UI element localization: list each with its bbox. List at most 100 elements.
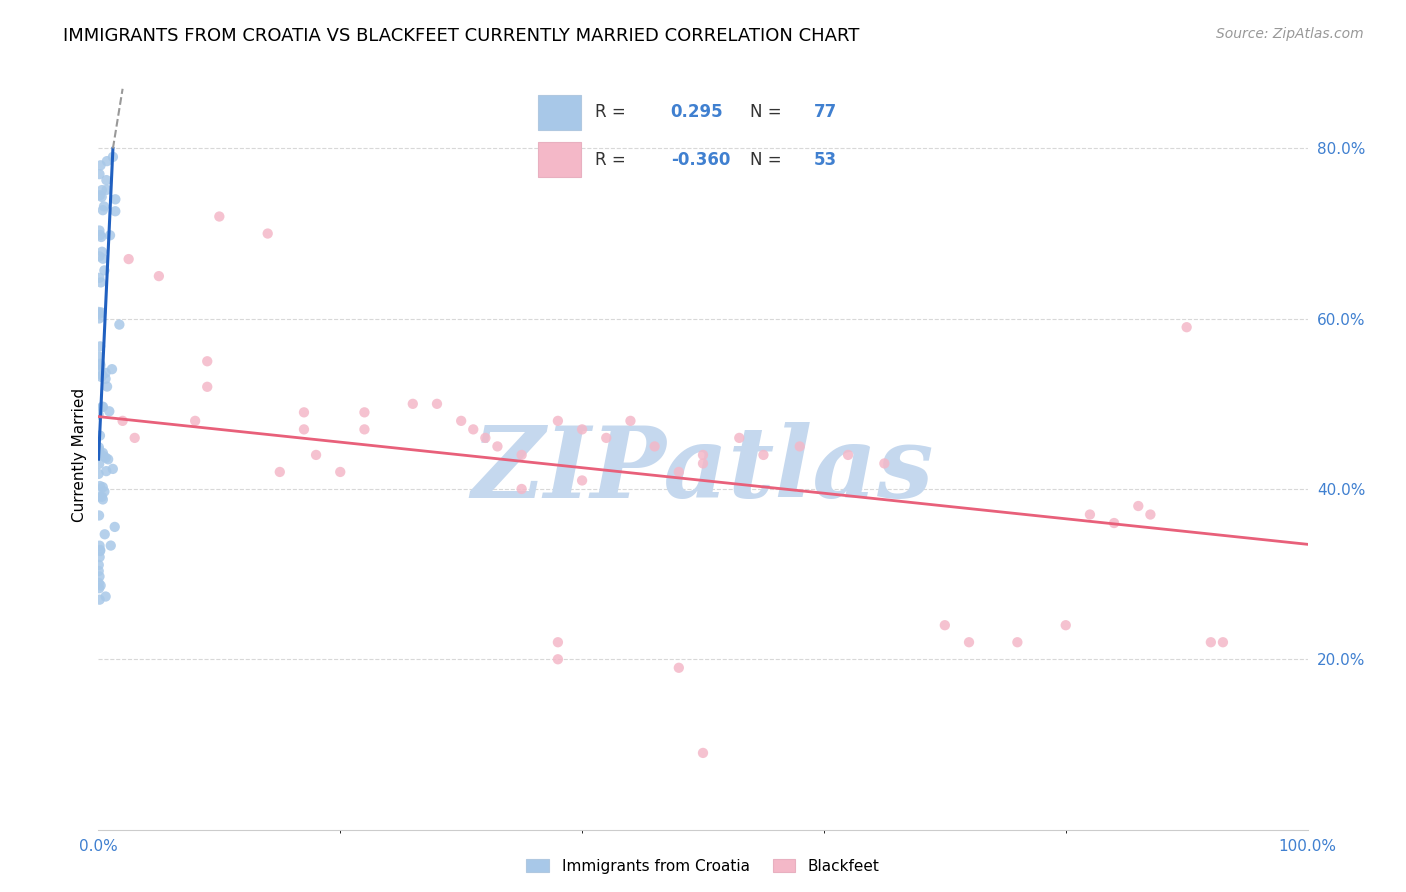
Point bbox=[89, 543, 111, 558]
Point bbox=[89, 443, 111, 458]
Point bbox=[87, 576, 110, 591]
Point bbox=[96, 154, 118, 169]
Point bbox=[450, 414, 472, 428]
Point bbox=[93, 199, 115, 213]
Point bbox=[547, 652, 569, 666]
Point bbox=[93, 263, 115, 277]
Point bbox=[547, 635, 569, 649]
Point bbox=[91, 203, 114, 218]
Point bbox=[1175, 320, 1198, 334]
Point bbox=[111, 414, 134, 428]
Point bbox=[96, 173, 118, 187]
Y-axis label: Currently Married: Currently Married bbox=[72, 388, 87, 522]
Point bbox=[184, 414, 207, 428]
Point bbox=[89, 457, 111, 471]
Point bbox=[89, 428, 111, 442]
Point bbox=[87, 564, 110, 578]
Point bbox=[104, 204, 127, 219]
Point bbox=[104, 192, 127, 206]
Point bbox=[89, 188, 111, 202]
Point bbox=[94, 372, 117, 386]
Point bbox=[91, 368, 114, 383]
Point bbox=[90, 230, 112, 244]
Point bbox=[752, 448, 775, 462]
Point bbox=[1212, 635, 1234, 649]
Point bbox=[571, 474, 593, 488]
Point bbox=[87, 305, 110, 319]
Point bbox=[89, 357, 111, 371]
Point bbox=[93, 484, 115, 499]
Point bbox=[98, 404, 121, 418]
Point bbox=[426, 397, 449, 411]
Point bbox=[547, 414, 569, 428]
Point bbox=[101, 362, 124, 376]
Point bbox=[89, 581, 111, 595]
Point bbox=[90, 276, 112, 290]
Point bbox=[89, 227, 111, 242]
Point bbox=[619, 414, 641, 428]
Text: 53: 53 bbox=[814, 151, 837, 169]
Point bbox=[90, 578, 112, 592]
Point bbox=[90, 158, 112, 172]
Point bbox=[98, 228, 121, 243]
Point bbox=[96, 464, 118, 478]
Point bbox=[89, 592, 111, 607]
Point bbox=[402, 397, 425, 411]
Point bbox=[91, 400, 114, 414]
Point bbox=[90, 305, 112, 319]
Point bbox=[100, 539, 122, 553]
Text: -0.360: -0.360 bbox=[671, 151, 730, 169]
Text: Source: ZipAtlas.com: Source: ZipAtlas.com bbox=[1216, 27, 1364, 41]
Point bbox=[104, 520, 127, 534]
Point bbox=[353, 422, 375, 436]
Point bbox=[873, 457, 896, 471]
Point bbox=[510, 482, 533, 496]
Point bbox=[353, 405, 375, 419]
Text: 77: 77 bbox=[814, 103, 838, 121]
Point bbox=[1139, 508, 1161, 522]
Point bbox=[1078, 508, 1101, 522]
Point bbox=[89, 544, 111, 558]
Point bbox=[692, 746, 714, 760]
Point bbox=[486, 439, 509, 453]
Point bbox=[195, 354, 218, 368]
Point bbox=[89, 249, 111, 263]
Point bbox=[305, 448, 328, 462]
FancyBboxPatch shape bbox=[538, 95, 581, 130]
Point bbox=[89, 359, 111, 373]
Point bbox=[510, 448, 533, 462]
Point bbox=[96, 183, 118, 197]
Point bbox=[89, 550, 111, 565]
Point bbox=[90, 183, 112, 197]
Point bbox=[329, 465, 352, 479]
Point bbox=[124, 431, 146, 445]
Text: IMMIGRANTS FROM CROATIA VS BLACKFEET CURRENTLY MARRIED CORRELATION CHART: IMMIGRANTS FROM CROATIA VS BLACKFEET CUR… bbox=[63, 27, 859, 45]
Point bbox=[118, 252, 141, 266]
Point bbox=[269, 465, 291, 479]
Point bbox=[934, 618, 956, 632]
Point bbox=[87, 408, 110, 422]
Point bbox=[101, 150, 124, 164]
Point bbox=[89, 539, 111, 553]
Text: R =: R = bbox=[595, 103, 626, 121]
Point bbox=[89, 569, 111, 583]
Point bbox=[91, 492, 114, 507]
Text: 0.295: 0.295 bbox=[671, 103, 723, 121]
Point bbox=[91, 480, 114, 494]
Point bbox=[87, 508, 110, 523]
Point bbox=[93, 527, 115, 541]
Point bbox=[93, 449, 115, 463]
Point bbox=[1199, 635, 1222, 649]
Point bbox=[692, 457, 714, 471]
Point bbox=[89, 311, 111, 326]
Point bbox=[692, 448, 714, 462]
Point bbox=[94, 450, 117, 465]
Legend: Immigrants from Croatia, Blackfeet: Immigrants from Croatia, Blackfeet bbox=[520, 853, 886, 880]
Point bbox=[91, 244, 114, 259]
Point bbox=[91, 490, 114, 504]
Text: ZIPatlas: ZIPatlas bbox=[472, 422, 934, 518]
Point bbox=[292, 422, 315, 436]
Point bbox=[595, 431, 617, 445]
Point bbox=[292, 405, 315, 419]
Point bbox=[94, 366, 117, 380]
